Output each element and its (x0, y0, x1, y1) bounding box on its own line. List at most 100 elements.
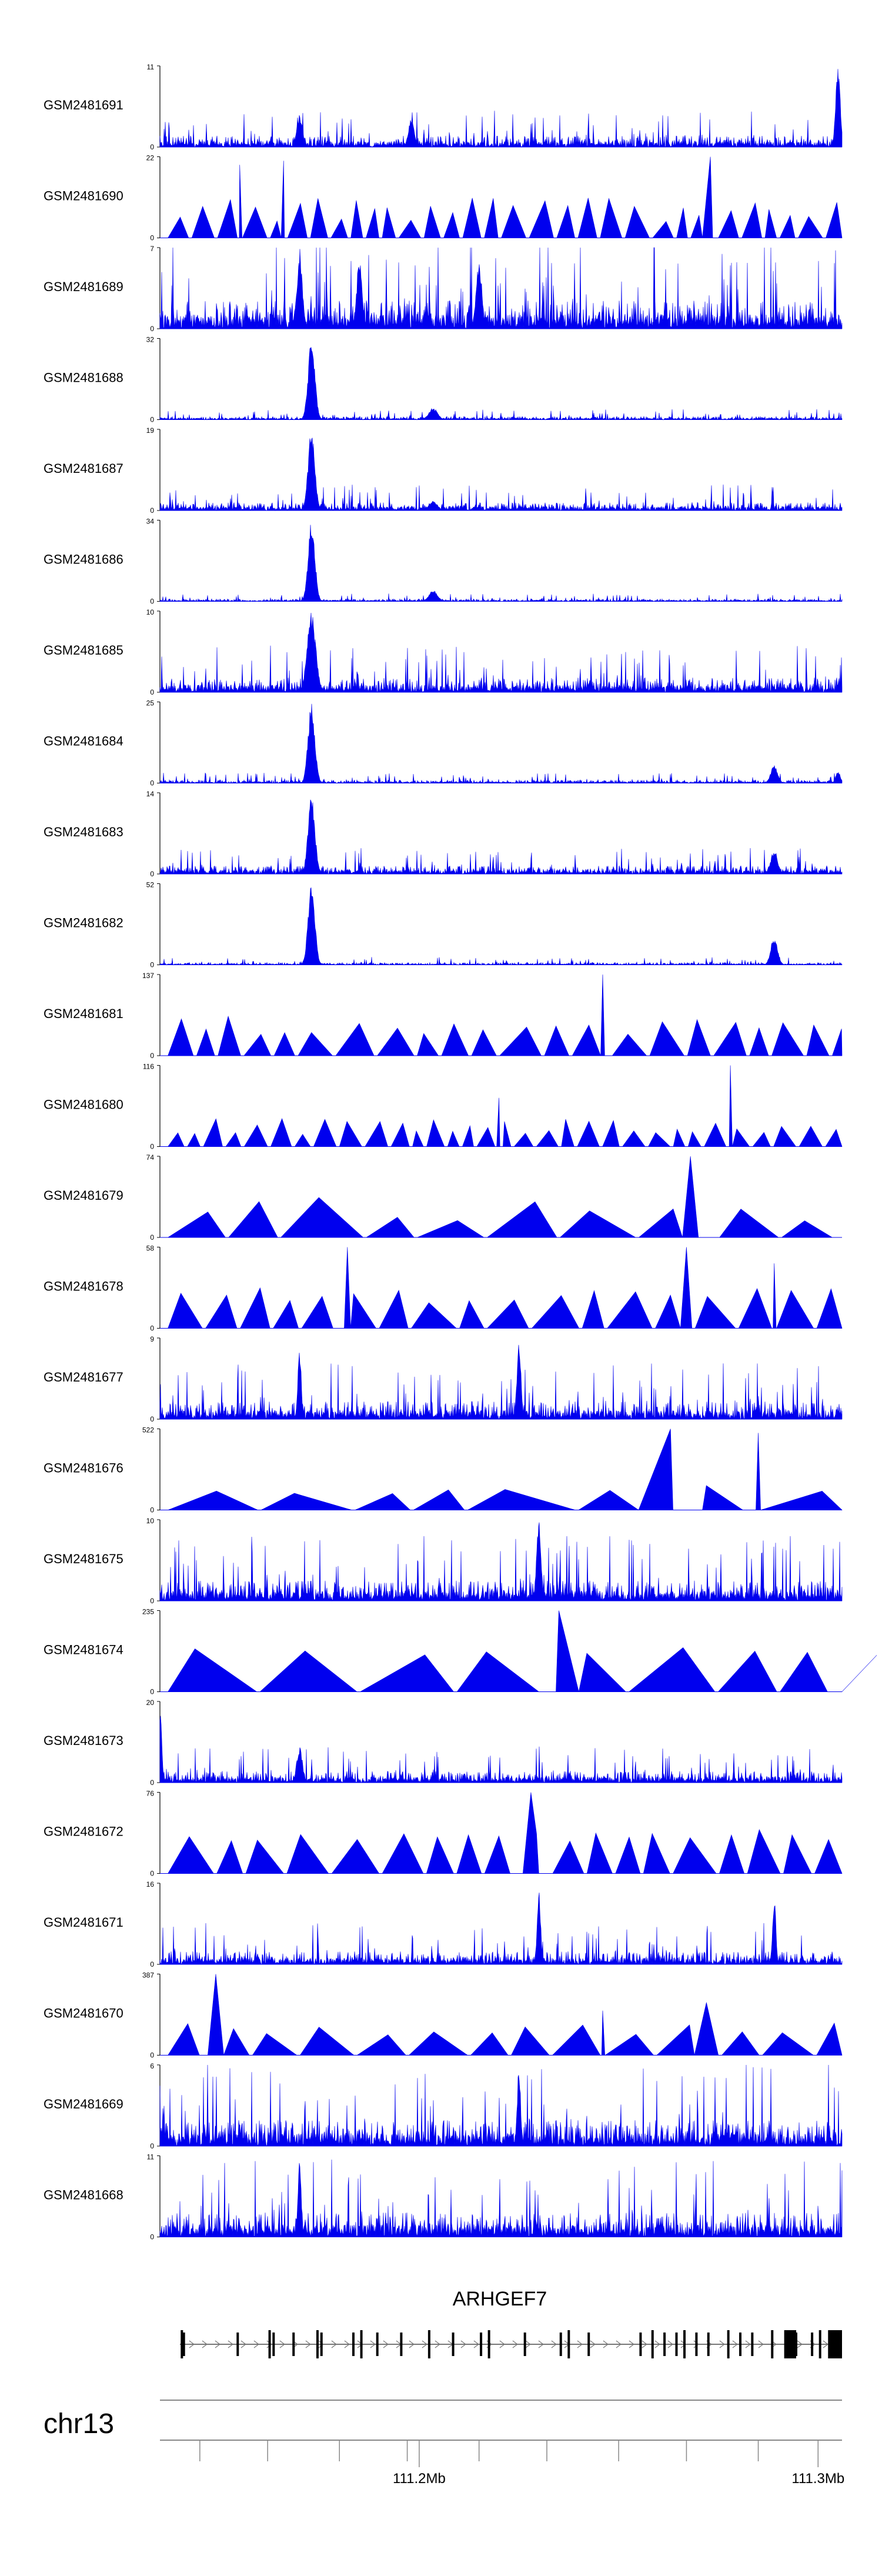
track-label: GSM2481668 (44, 2188, 123, 2203)
y-min-label: 0 (150, 870, 154, 878)
signal-area (159, 887, 843, 966)
track-label: GSM2481689 (44, 279, 123, 294)
y-min-label: 0 (150, 2142, 154, 2150)
y-max-label: 235 (142, 1608, 154, 1616)
signal-area (159, 1716, 843, 1784)
signal-area (160, 974, 843, 1056)
exon (181, 2330, 183, 2358)
track: GSM2481676 522 0 (44, 1426, 843, 1514)
track: GSM2481669 6 0 (44, 2062, 843, 2150)
y-min-label: 0 (150, 2233, 154, 2241)
exon (272, 2333, 275, 2356)
exon (828, 2330, 842, 2358)
signal-area (159, 1522, 843, 1601)
exon (567, 2330, 570, 2358)
gene-annotation: ARHGEF7 (179, 2288, 842, 2358)
exon (268, 2330, 271, 2358)
y-max-label: 522 (142, 1426, 154, 1434)
y-min-label: 0 (150, 1870, 154, 1878)
track: GSM2481672 76 0 (44, 1790, 843, 1878)
y-max-label: 58 (146, 1244, 155, 1253)
track-label: GSM2481691 (44, 98, 123, 112)
exon (523, 2333, 526, 2356)
track-label: GSM2481672 (44, 1824, 123, 1839)
strand-arrow (189, 2340, 195, 2348)
track: GSM2481680 116 0 (44, 1063, 843, 1151)
y-max-label: 52 (146, 881, 155, 889)
exon (663, 2333, 666, 2356)
track: GSM2481688 32 0 (44, 336, 843, 424)
y-max-label: 20 (146, 1699, 155, 1707)
exon (400, 2333, 403, 2356)
y-max-label: 32 (146, 336, 155, 344)
y-max-label: 25 (146, 699, 155, 708)
strand-arrow (603, 2340, 609, 2348)
signal-area (159, 799, 843, 875)
y-min-label: 0 (150, 1597, 154, 1605)
y-max-label: 9 (150, 1335, 154, 1343)
track-label: GSM2481687 (44, 461, 123, 476)
exon (771, 2330, 774, 2358)
track-label: GSM2481688 (44, 371, 123, 385)
track-label: GSM2481679 (44, 1188, 123, 1203)
track-label: GSM2481678 (44, 1279, 123, 1294)
y-min-label: 0 (150, 961, 154, 969)
track: GSM2481674 235 0 (44, 1608, 877, 1696)
signal-area (160, 1156, 842, 1238)
strand-arrow (538, 2340, 544, 2348)
exon (352, 2333, 355, 2356)
strand-arrow (318, 2340, 324, 2348)
y-max-label: 76 (146, 1790, 155, 1798)
strand-arrow (577, 2340, 583, 2348)
exon (559, 2333, 562, 2356)
y-min-label: 0 (150, 143, 154, 151)
track-label: GSM2481676 (44, 1461, 123, 1476)
chromosome-label: chr13 (44, 2408, 114, 2440)
strand-arrow (253, 2340, 259, 2348)
track: GSM2481675 10 0 (44, 1517, 843, 1605)
y-max-label: 116 (143, 1063, 154, 1071)
strand-arrow (305, 2340, 311, 2348)
exon (811, 2333, 814, 2356)
exon (639, 2333, 642, 2356)
strand-arrow (344, 2340, 350, 2348)
exon (727, 2330, 730, 2358)
strand-arrow (732, 2340, 738, 2348)
exon (751, 2333, 754, 2356)
track-label: GSM2481685 (44, 643, 123, 658)
track: GSM2481683 14 0 (44, 790, 843, 878)
signal-area (159, 1344, 843, 1420)
exon (675, 2333, 678, 2356)
strand-arrow (370, 2340, 376, 2348)
exon (695, 2333, 698, 2356)
y-min-label: 0 (150, 1324, 154, 1333)
track: GSM2481677 9 0 (44, 1335, 843, 1423)
signal-area (159, 1892, 843, 1965)
exon (236, 2333, 239, 2356)
exon (360, 2330, 363, 2358)
track-label: GSM2481671 (44, 1915, 123, 1930)
y-min-label: 0 (150, 1960, 154, 1968)
y-max-label: 137 (142, 972, 154, 980)
y-min-label: 0 (150, 506, 154, 515)
strand-arrow (422, 2340, 427, 2348)
track-label: GSM2481670 (44, 2006, 123, 2021)
signal-area (160, 156, 843, 238)
exon (480, 2333, 483, 2356)
y-max-label: 10 (146, 608, 155, 616)
axis-tick-label: 111.3Mb (791, 2471, 844, 2487)
strand-arrow (240, 2340, 246, 2348)
track: GSM2481684 25 0 (44, 699, 843, 788)
y-min-label: 0 (150, 1506, 154, 1514)
exon (182, 2333, 185, 2356)
y-max-label: 11 (147, 2153, 155, 2161)
track: GSM2481673 20 0 (44, 1699, 843, 1787)
exon (739, 2333, 742, 2356)
signal-area (159, 525, 843, 602)
signal-area (160, 1065, 843, 1147)
track: GSM2481686 34 0 (44, 518, 843, 606)
y-min-label: 0 (150, 416, 154, 424)
strand-arrow (590, 2340, 596, 2348)
y-max-label: 11 (147, 63, 155, 71)
